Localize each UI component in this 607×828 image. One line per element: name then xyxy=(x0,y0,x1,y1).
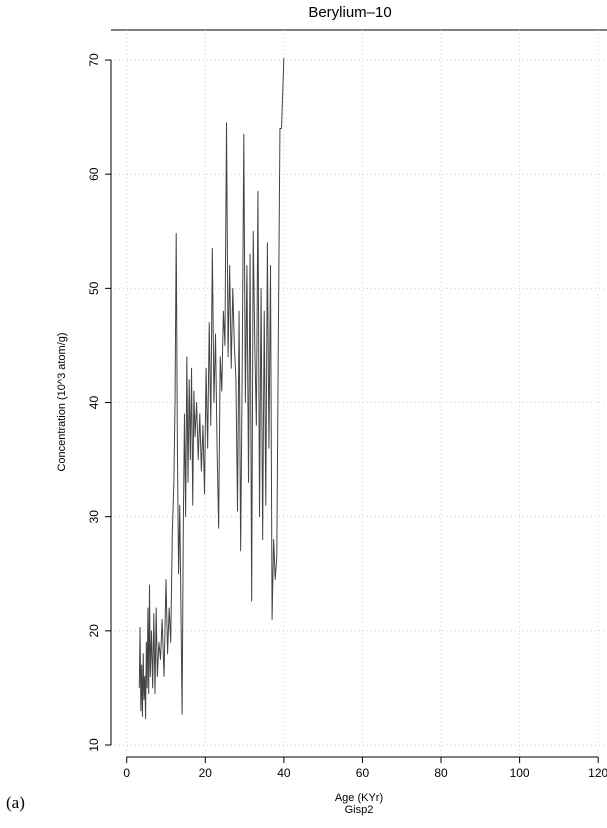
y-tick-label: 60 xyxy=(87,167,101,181)
x-tick-label: 80 xyxy=(434,766,448,780)
y-tick-label: 20 xyxy=(87,624,101,638)
y-tick-label: 70 xyxy=(87,53,101,67)
x-tick-label: 120 xyxy=(588,766,607,780)
y-tick-label: 50 xyxy=(87,281,101,295)
x-axis-sublabel: Gisp2 xyxy=(345,804,374,816)
x-tick-label: 100 xyxy=(510,766,530,780)
x-axis-label: Age (KYr) xyxy=(335,792,383,804)
y-tick-label: 40 xyxy=(87,396,101,410)
x-tick-label: 0 xyxy=(123,766,130,780)
y-axis-label: Concentration (10^3 atom/g) xyxy=(56,332,68,471)
y-tick-label: 30 xyxy=(87,510,101,524)
x-tick-label: 40 xyxy=(277,766,291,780)
chart-title: Berylium–10 xyxy=(308,4,391,21)
y-tick-label: 10 xyxy=(87,738,101,752)
x-tick-label: 60 xyxy=(356,766,370,780)
caption: (a) xyxy=(6,793,25,812)
data-line xyxy=(138,57,285,720)
x-tick-label: 20 xyxy=(199,766,213,780)
